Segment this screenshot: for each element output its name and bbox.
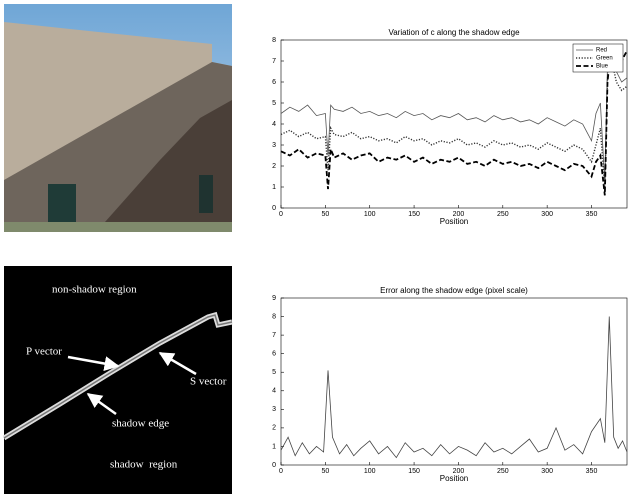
- figure: non-shadow region P vector S vector shad…: [0, 0, 630, 494]
- y-tick-label: 0: [272, 462, 276, 469]
- y-tick-label: 8: [272, 37, 276, 44]
- series-line: [281, 317, 627, 458]
- y-tick-label: 1: [272, 443, 276, 450]
- y-tick-label: 8: [272, 313, 276, 320]
- y-tick-label: 3: [272, 142, 276, 149]
- legend-label: Green: [596, 56, 613, 62]
- y-tick-label: 0: [272, 205, 276, 212]
- y-tick-label: 5: [272, 100, 276, 107]
- x-tick-label: 200: [453, 211, 465, 218]
- x-tick-label: 100: [364, 211, 376, 218]
- x-tick-label: 200: [453, 468, 465, 475]
- region-label: shadow region: [110, 459, 178, 471]
- x-tick-label: 150: [408, 211, 420, 218]
- chart-title: Error along the shadow edge (pixel scale…: [380, 286, 528, 295]
- chart-title: Variation of c along the shadow edge: [388, 28, 520, 37]
- x-axis-label: Position: [440, 217, 468, 226]
- charts: Variation of c along the shadow edge Posi…: [272, 28, 627, 483]
- y-tick-label: 1: [272, 184, 276, 191]
- y-tick-label: 5: [272, 369, 276, 376]
- x-tick-label: 100: [364, 468, 376, 475]
- legend-label: Blue: [596, 64, 609, 70]
- photo: [4, 4, 232, 232]
- y-tick-label: 2: [272, 425, 276, 432]
- x-tick-label: 50: [321, 468, 329, 475]
- x-tick-label: 350: [586, 468, 598, 475]
- x-tick-label: 300: [541, 468, 553, 475]
- y-tick-label: 4: [272, 388, 276, 395]
- x-tick-label: 0: [279, 468, 283, 475]
- y-tick-label: 2: [272, 163, 276, 170]
- x-tick-label: 250: [497, 211, 509, 218]
- plot-frame: [281, 298, 627, 465]
- region-label: non-shadow region: [52, 284, 137, 296]
- vector-label: S vector: [190, 376, 227, 388]
- edge-label: shadow edge: [112, 418, 169, 430]
- y-tick-label: 6: [272, 79, 276, 86]
- x-tick-label: 0: [279, 211, 283, 218]
- y-tick-label: 7: [272, 332, 276, 339]
- x-tick-label: 350: [586, 211, 598, 218]
- x-tick-label: 250: [497, 468, 509, 475]
- vector-label: P vector: [26, 346, 62, 358]
- x-tick-label: 150: [408, 468, 420, 475]
- y-tick-label: 6: [272, 351, 276, 358]
- x-axis-label: Position: [440, 474, 468, 483]
- y-tick-label: 9: [272, 295, 276, 302]
- y-tick-label: 4: [272, 121, 276, 128]
- x-tick-label: 300: [541, 211, 553, 218]
- edge-diagram: non-shadow region P vector S vector shad…: [4, 266, 232, 494]
- x-tick-label: 50: [321, 211, 329, 218]
- series-line: [281, 57, 627, 189]
- y-tick-label: 7: [272, 58, 276, 65]
- legend-label: Red: [596, 48, 607, 54]
- y-tick-label: 3: [272, 406, 276, 413]
